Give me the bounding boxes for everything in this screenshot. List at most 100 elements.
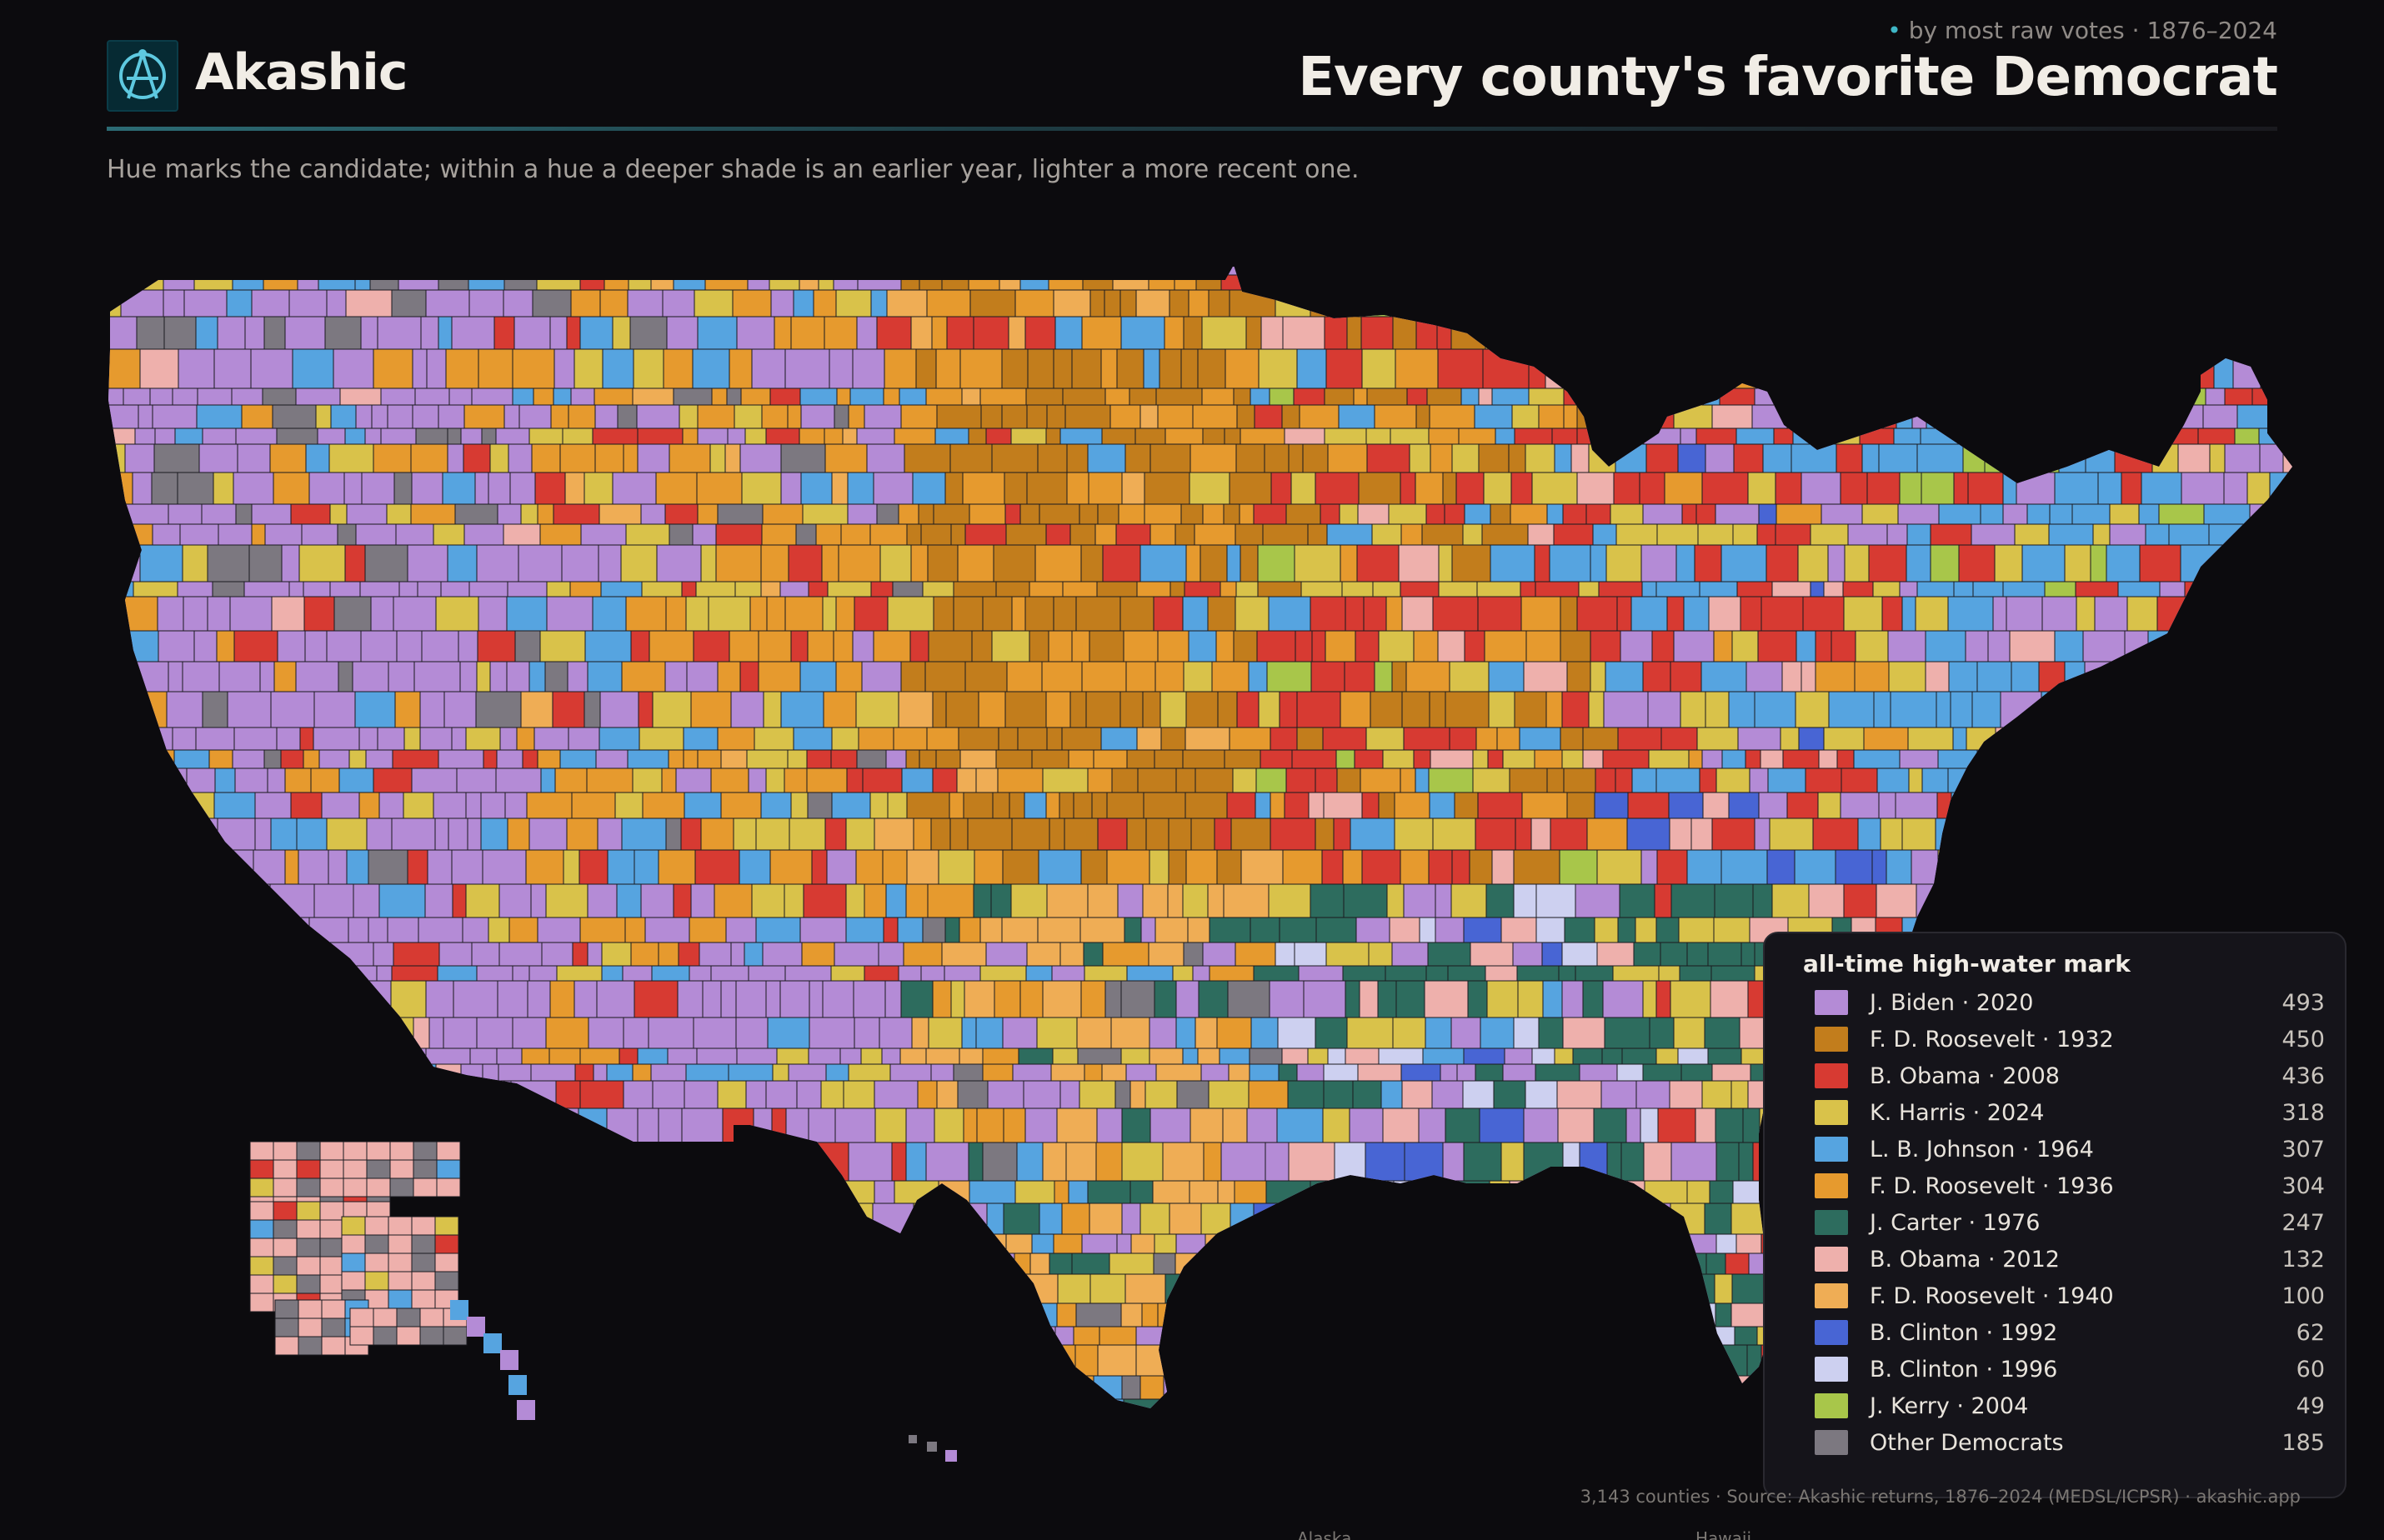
county-cell <box>158 1142 189 1182</box>
legend-item[interactable]: F. D. Roosevelt · 1932 450 <box>1803 1021 2325 1058</box>
county-cell <box>2021 544 2066 582</box>
legend-item[interactable]: J. Carter · 1976 247 <box>1803 1204 2325 1241</box>
county-cell <box>2097 472 2122 505</box>
county-cell <box>945 691 979 728</box>
county-cell <box>540 768 556 793</box>
county-cell <box>1430 443 1453 473</box>
akashic-logo[interactable] <box>107 40 178 112</box>
county-cell <box>827 581 872 598</box>
legend-item[interactable]: K. Harris · 2024 318 <box>1803 1094 2325 1131</box>
legend-item[interactable]: F. D. Roosevelt · 1936 304 <box>1803 1168 2325 1204</box>
county-cell <box>1617 917 1636 943</box>
county-cell <box>836 1180 875 1204</box>
county-cell <box>1435 1326 1473 1346</box>
county-cell <box>1450 1017 1481 1049</box>
county-cell <box>985 428 1012 445</box>
legend-item[interactable]: J. Kerry · 2004 49 <box>1803 1388 2325 1424</box>
county-cell <box>262 388 297 406</box>
county-cell <box>108 1273 140 1304</box>
legend-count: 450 <box>2281 1026 2325 1052</box>
county-cell <box>224 1233 250 1254</box>
county-cell <box>1530 818 1551 851</box>
county-cell <box>606 1108 639 1143</box>
county-cell <box>196 1063 215 1082</box>
county-cell <box>214 980 262 1018</box>
county-cell <box>407 544 448 582</box>
county-cell <box>612 316 631 350</box>
county-cell <box>2232 768 2275 793</box>
county-cell <box>339 388 382 406</box>
legend-item[interactable]: L. B. Johnson · 1964 307 <box>1803 1131 2325 1168</box>
county-cell <box>1887 630 1926 662</box>
county-cell <box>1429 691 1446 728</box>
county-cell <box>308 1375 339 1400</box>
county-cell <box>207 544 250 582</box>
county-cell <box>539 523 582 546</box>
county-cell <box>2050 727 2092 751</box>
county-cell <box>1139 1202 1170 1235</box>
alaska-borough-cell <box>296 1178 321 1198</box>
legend-item[interactable]: B. Obama · 2008 436 <box>1803 1058 2325 1094</box>
legend-item[interactable]: B. Clinton · 1996 60 <box>1803 1351 2325 1388</box>
county-cell <box>748 965 786 982</box>
county-cell <box>1794 849 1836 885</box>
alaska-borough-cell <box>273 1238 298 1258</box>
alaska-borough-cell <box>389 1141 414 1161</box>
brand-name[interactable]: Akashic <box>195 43 408 102</box>
legend-item[interactable]: B. Clinton · 1992 62 <box>1803 1314 2325 1351</box>
county-cell <box>1621 1302 1649 1328</box>
legend-item[interactable]: F. D. Roosevelt · 1940 100 <box>1803 1278 2325 1314</box>
county-cell <box>288 1375 309 1400</box>
county-cell <box>1126 818 1147 851</box>
county-cell <box>353 980 369 1018</box>
county-cell <box>177 472 214 505</box>
county-cell <box>1545 348 1588 389</box>
alaska-borough-cell <box>341 1234 366 1254</box>
county-cell <box>899 1375 914 1400</box>
county-cell <box>1240 428 1285 445</box>
county-cell <box>313 691 356 728</box>
county-cell <box>1380 1375 1421 1400</box>
legend-item[interactable]: Other Democrats 185 <box>1803 1424 2325 1461</box>
legend-item[interactable]: J. Biden · 2020 493 <box>1803 984 2325 1021</box>
county-cell <box>1805 768 1842 793</box>
legend-item[interactable]: B. Obama · 2012 132 <box>1803 1241 2325 1278</box>
county-cell <box>478 1180 498 1204</box>
county-cell <box>1488 691 1515 728</box>
county-cell <box>1549 1273 1583 1304</box>
county-cell <box>881 1048 901 1065</box>
county-cell <box>779 581 809 598</box>
county-cell <box>2156 661 2199 692</box>
county-cell <box>628 1180 645 1204</box>
county-cell <box>1464 630 1485 662</box>
county-cell <box>448 388 473 406</box>
legend-label: B. Obama · 2012 <box>1870 1246 2060 1272</box>
county-cell <box>2213 348 2234 389</box>
alaska-borough-cell <box>389 1178 414 1198</box>
county-cell <box>629 1375 668 1400</box>
county-cell <box>1850 348 1887 389</box>
county-cell <box>1971 691 2001 728</box>
county-cell <box>690 691 732 728</box>
county-cell <box>1520 581 1536 598</box>
county-cell <box>1234 1180 1267 1204</box>
county-cell <box>797 1252 812 1275</box>
county-cell <box>695 581 736 598</box>
county-cell <box>1738 1142 1754 1182</box>
county-cell <box>761 1302 796 1328</box>
county-cell <box>2071 818 2115 851</box>
alaska-borough-cell <box>273 1256 298 1276</box>
county-cell <box>879 544 912 582</box>
county-cell <box>1281 1048 1309 1065</box>
county-cell <box>496 749 523 769</box>
county-cell <box>1523 1142 1564 1182</box>
county-cell <box>1962 443 1986 473</box>
county-cell <box>944 917 960 943</box>
county-cell <box>1248 661 1268 692</box>
county-cell <box>2298 728 2312 750</box>
county-cell <box>1496 727 1520 751</box>
county-cell <box>1722 316 1761 350</box>
county-cell <box>426 348 447 389</box>
county-cell <box>1305 1233 1323 1254</box>
county-cell <box>1062 388 1106 406</box>
